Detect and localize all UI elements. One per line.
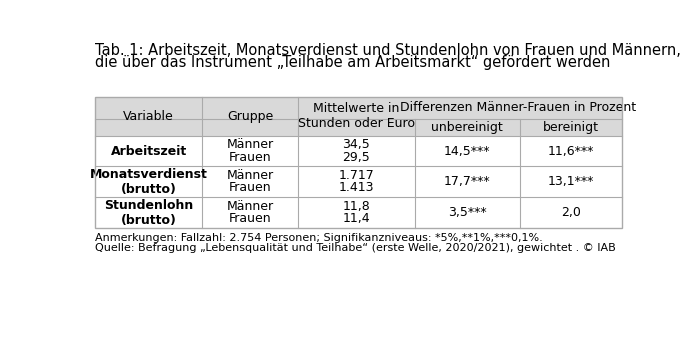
Text: Frauen: Frauen [229, 212, 272, 225]
Text: 2,0: 2,0 [561, 206, 581, 219]
Text: Arbeitszeit: Arbeitszeit [111, 145, 187, 158]
Bar [95, 119, 622, 136]
Bar [95, 97, 622, 228]
Text: 34,5: 34,5 [342, 138, 370, 151]
Text: 17,7***: 17,7*** [444, 175, 491, 188]
Text: Tab. 1: Arbeitszeit, Monatsverdienst und Stundenlohn von Frauen und Männern,: Tab. 1: Arbeitszeit, Monatsverdienst und… [95, 43, 681, 58]
Text: Stundenlohn
(brutto): Stundenlohn (brutto) [104, 198, 193, 227]
Text: Differenzen Männer-Frauen in Prozent: Differenzen Männer-Frauen in Prozent [400, 101, 636, 115]
Bar [95, 97, 622, 119]
Text: Mittelwerte in
Stunden oder Euro: Mittelwerte in Stunden oder Euro [298, 102, 415, 130]
Text: Anmerkungen: Fallzahl: 2.754 Personen; Signifikanzniveaus: *5%,**1%,***0,1%.: Anmerkungen: Fallzahl: 2.754 Personen; S… [95, 234, 543, 243]
Text: 29,5: 29,5 [342, 151, 370, 164]
Text: Gruppe: Gruppe [227, 110, 274, 123]
Text: Männer: Männer [227, 169, 274, 182]
Text: 13,1***: 13,1*** [548, 175, 594, 188]
Text: Frauen: Frauen [229, 151, 272, 164]
Text: 1.717: 1.717 [339, 169, 375, 182]
Text: Quelle: Befragung „Lebensqualität und Teilhabe“ (erste Welle, 2020/2021), gewich: Quelle: Befragung „Lebensqualität und Te… [95, 243, 616, 253]
Text: die über das Instrument „Teilhabe am Arbeitsmarkt“ gefördert werden: die über das Instrument „Teilhabe am Arb… [95, 55, 610, 70]
Text: Männer: Männer [227, 138, 274, 151]
Text: 11,4: 11,4 [342, 212, 370, 225]
Text: Variable: Variable [123, 110, 174, 123]
Text: 14,5***: 14,5*** [444, 145, 491, 158]
Text: 11,6***: 11,6*** [548, 145, 594, 158]
Text: Männer: Männer [227, 200, 274, 213]
Text: 3,5***: 3,5*** [448, 206, 486, 219]
Text: 11,8: 11,8 [342, 200, 370, 213]
Text: Frauen: Frauen [229, 181, 272, 194]
Text: 1.413: 1.413 [339, 181, 375, 194]
Text: bereinigt: bereinigt [543, 121, 599, 134]
Text: Monatsverdienst
(brutto): Monatsverdienst (brutto) [90, 168, 208, 196]
Text: unbereinigt: unbereinigt [431, 121, 503, 134]
